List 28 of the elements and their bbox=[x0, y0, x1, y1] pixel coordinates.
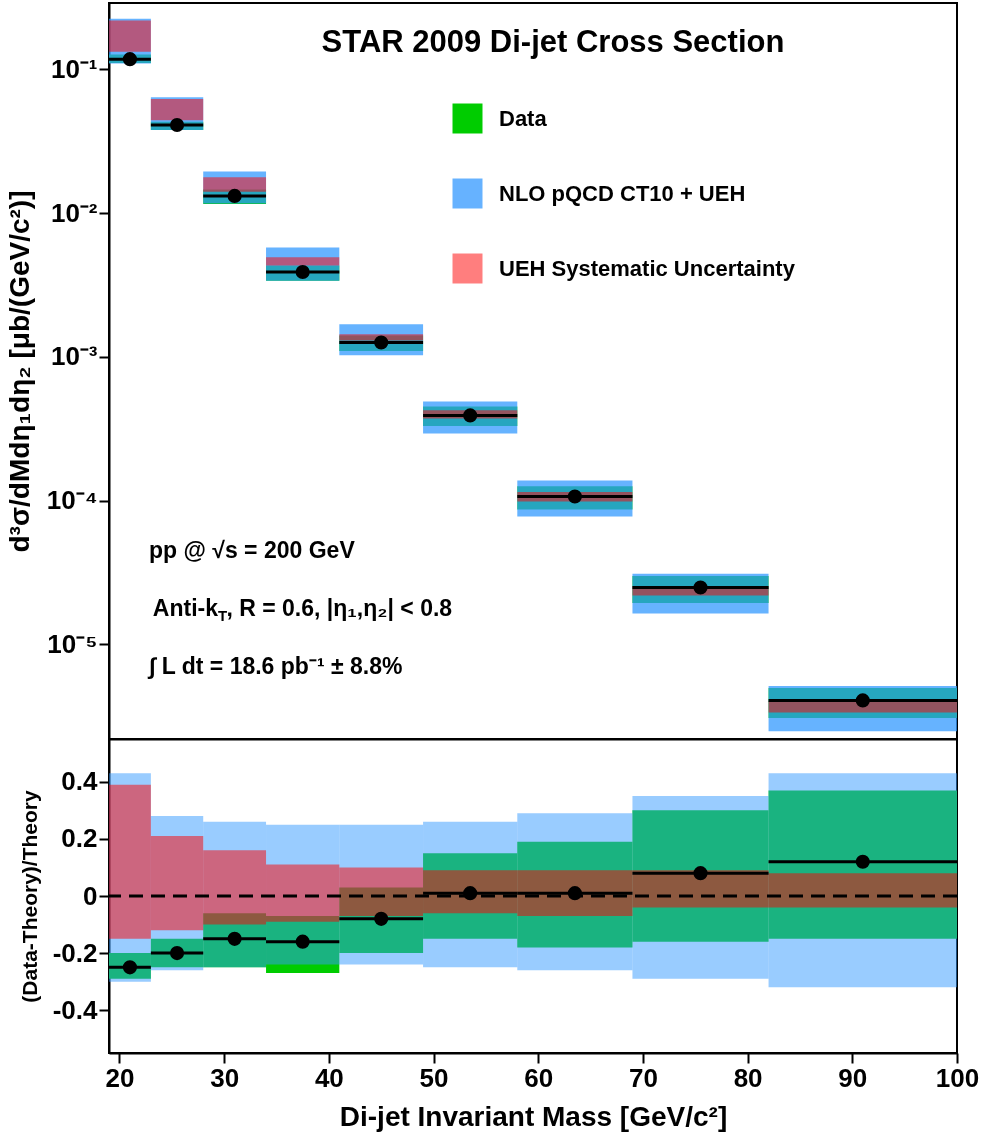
legend-label: UEH Systematic Uncertainty bbox=[499, 255, 796, 281]
y-axis-title: d³σ/dMdη₁dη₂ [μb/(GeV/c²)] bbox=[3, 190, 35, 553]
legend-label: Data bbox=[499, 105, 548, 131]
x-tick-label: 100 bbox=[935, 1062, 980, 1093]
x-tick-label: 70 bbox=[628, 1062, 658, 1093]
x-tick-label: 80 bbox=[733, 1062, 763, 1093]
annotation: pp @ √s = 200 GeV bbox=[149, 537, 356, 564]
y-tick-label: 10⁻⁵ bbox=[47, 628, 98, 659]
annotation: ∫ L dt = 18.6 pb⁻¹ ± 8.8% bbox=[147, 653, 403, 681]
x-tick-label: 20 bbox=[105, 1062, 135, 1093]
y-tick-label: 0.2 bbox=[61, 823, 98, 854]
y-tick-label: -0.4 bbox=[52, 994, 99, 1025]
text: STAR 2009 Di-jet Cross Section bbox=[321, 24, 785, 59]
x-axis-title: Di-jet Invariant Mass [GeV/c²] bbox=[339, 1100, 728, 1132]
y-tick-label: 10⁻¹ bbox=[50, 53, 98, 84]
y-tick-label: -0.2 bbox=[52, 937, 98, 968]
x-tick-label: 40 bbox=[314, 1062, 344, 1093]
legend-label: NLO pQCD CT10 + UEH bbox=[499, 180, 746, 206]
x-tick-label: 50 bbox=[419, 1062, 449, 1093]
y-tick-label: 0 bbox=[83, 880, 98, 911]
y-tick-label: 10⁻³ bbox=[50, 341, 98, 372]
x-tick-label: 30 bbox=[210, 1062, 240, 1093]
y-tick-label: 10⁻⁴ bbox=[46, 485, 98, 516]
x-tick-label: 90 bbox=[838, 1062, 868, 1093]
x-tick-label: 60 bbox=[524, 1062, 554, 1093]
y-tick-label: 0.4 bbox=[61, 766, 99, 797]
y-tick-label: 10⁻² bbox=[50, 197, 98, 228]
y-axis-title: (Data-Theory)/Theory bbox=[17, 790, 41, 1003]
